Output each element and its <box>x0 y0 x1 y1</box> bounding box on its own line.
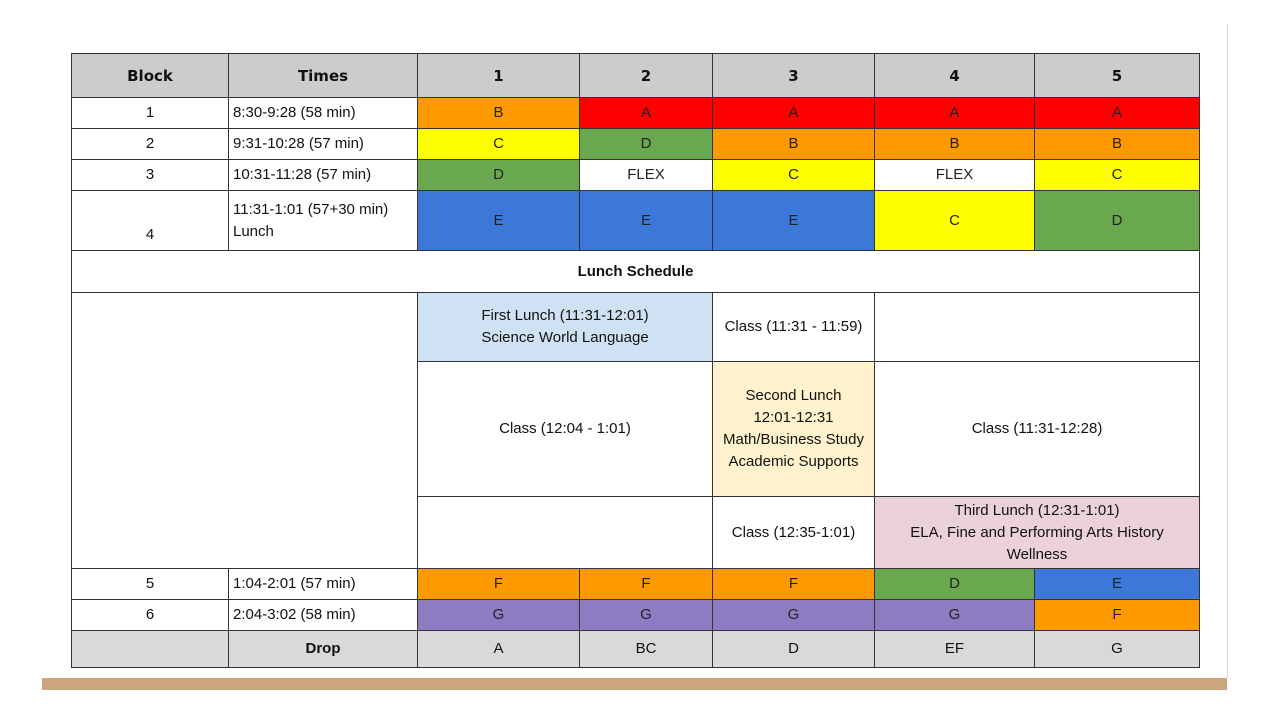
schedule-cell: F <box>417 568 580 600</box>
drop-value: EF <box>874 630 1035 668</box>
schedule-cell-flex: FLEX <box>874 159 1035 191</box>
third-lunch-subjects: ELA, Fine and Performing Arts History <box>910 523 1164 541</box>
class-cell: Class (12:35-1:01) <box>712 496 875 569</box>
block-time: 1:04-2:01 (57 min) <box>228 568 418 600</box>
schedule-cell: G <box>417 599 580 631</box>
header-block: Block <box>71 53 229 98</box>
schedule-cell: B <box>417 97 580 129</box>
schedule-cell: A <box>874 97 1035 129</box>
schedule-cell: G <box>579 599 713 631</box>
first-lunch-time: First Lunch (11:31-12:01) <box>481 307 649 324</box>
lunch-row-1: First Lunch (11:31-12:01) Science World … <box>71 292 1200 569</box>
block-time-line2: Lunch <box>233 222 274 240</box>
schedule-cell: D <box>417 159 580 191</box>
block-number: 4 <box>71 190 229 251</box>
block-number: 1 <box>71 97 229 129</box>
second-lunch-cell: Second Lunch 12:01-12:31 Math/Business S… <box>712 361 875 497</box>
second-lunch-time: 12:01-12:31 <box>753 409 834 426</box>
block-number: 3 <box>71 159 229 191</box>
header-times: Times <box>228 53 418 98</box>
class-cell: Class (11:31 - 11:59) <box>712 292 875 362</box>
block-time: 2:04-3:02 (58 min) <box>228 599 418 631</box>
drop-row: Drop A BC D EF G <box>71 630 1200 668</box>
third-lunch-subjects-2: Wellness <box>1006 545 1068 563</box>
second-lunch-subjects: Math/Business Study <box>723 431 864 448</box>
block-time: 9:31-10:28 (57 min) <box>228 128 418 160</box>
first-lunch-cell: First Lunch (11:31-12:01) Science World … <box>417 292 713 362</box>
header-day-2: 2 <box>579 53 713 98</box>
drop-value: G <box>1034 630 1200 668</box>
class-cell: Class (11:31-12:28) <box>874 361 1200 497</box>
schedule-cell: A <box>712 97 875 129</box>
schedule-cell-flex: FLEX <box>579 159 713 191</box>
table-row-block-5: 5 1:04-2:01 (57 min) F F F D E <box>71 568 1200 600</box>
table-row-block-3: 3 10:31-11:28 (57 min) D FLEX C FLEX C <box>71 159 1200 191</box>
schedule-cell: A <box>1034 97 1200 129</box>
class-cell: Class (12:04 - 1:01) <box>417 361 713 497</box>
third-lunch-cell: Third Lunch (12:31-1:01) ELA, Fine and P… <box>874 496 1200 569</box>
drop-empty <box>71 630 229 668</box>
lunch-schedule-heading-row: Lunch Schedule <box>71 250 1200 293</box>
schedule-cell: F <box>1034 599 1200 631</box>
lunch-empty-middle <box>417 496 713 569</box>
block-time-line1: 11:31-1:01 (57+30 min) <box>233 200 389 218</box>
bell-schedule-table: Block Times 1 2 3 4 5 1 8:30-9:28 (58 mi… <box>71 53 1200 668</box>
schedule-cell: B <box>874 128 1035 160</box>
schedule-cell: G <box>874 599 1035 631</box>
block-time: 10:31-11:28 (57 min) <box>228 159 418 191</box>
lunch-row-3: Class (12:35-1:01) Third Lunch (12:31-1:… <box>72 496 1200 569</box>
schedule-cell: B <box>1034 128 1200 160</box>
footer-accent-bar <box>42 678 1227 690</box>
drop-value: BC <box>579 630 713 668</box>
schedule-cell: F <box>579 568 713 600</box>
drop-value: D <box>712 630 875 668</box>
header-row: Block Times 1 2 3 4 5 <box>71 53 1200 98</box>
schedule-cell: E <box>712 190 875 251</box>
slide-edge-line <box>1227 24 1228 678</box>
table-row-block-1: 1 8:30-9:28 (58 min) B A A A A <box>71 97 1200 129</box>
schedule-cell: G <box>712 599 875 631</box>
schedule-cell: E <box>579 190 713 251</box>
third-lunch-time: Third Lunch (12:31-1:01) <box>954 501 1120 519</box>
schedule-cell: C <box>417 128 580 160</box>
table-row-block-4: 4 11:31-1:01 (57+30 min) Lunch E E E C D <box>71 190 1200 251</box>
block-time: 11:31-1:01 (57+30 min) Lunch <box>228 190 418 251</box>
schedule-cell: D <box>874 568 1035 600</box>
schedule-cell: A <box>579 97 713 129</box>
schedule-cell: E <box>417 190 580 251</box>
block-number: 2 <box>71 128 229 160</box>
schedule-cell: C <box>874 190 1035 251</box>
drop-value: A <box>417 630 580 668</box>
table-row-block-2: 2 9:31-10:28 (57 min) C D B B B <box>71 128 1200 160</box>
lunch-schedule-title: Lunch Schedule <box>71 250 1200 293</box>
block-number: 6 <box>71 599 229 631</box>
header-day-5: 5 <box>1034 53 1200 98</box>
first-lunch-subjects: Science World Language <box>481 329 649 346</box>
schedule-cell: C <box>1034 159 1200 191</box>
drop-label: Drop <box>228 630 418 668</box>
header-day-1: 1 <box>417 53 580 98</box>
header-day-4: 4 <box>874 53 1035 98</box>
second-lunch-subjects-2: Academic Supports <box>728 453 859 470</box>
schedule-cell: E <box>1034 568 1200 600</box>
header-day-3: 3 <box>712 53 875 98</box>
lunch-row-2: Class (12:04 - 1:01) Second Lunch 12:01-… <box>72 361 1200 497</box>
schedule-cell: C <box>712 159 875 191</box>
lunch-empty-left <box>71 292 418 569</box>
schedule-cell: D <box>1034 190 1200 251</box>
block-time: 8:30-9:28 (58 min) <box>228 97 418 129</box>
lunch-empty-right <box>874 292 1200 362</box>
second-lunch-title: Second Lunch <box>745 387 842 404</box>
block-number: 5 <box>71 568 229 600</box>
schedule-cell: F <box>712 568 875 600</box>
schedule-cell: D <box>579 128 713 160</box>
schedule-cell: B <box>712 128 875 160</box>
table-row-block-6: 6 2:04-3:02 (58 min) G G G G F <box>71 599 1200 631</box>
